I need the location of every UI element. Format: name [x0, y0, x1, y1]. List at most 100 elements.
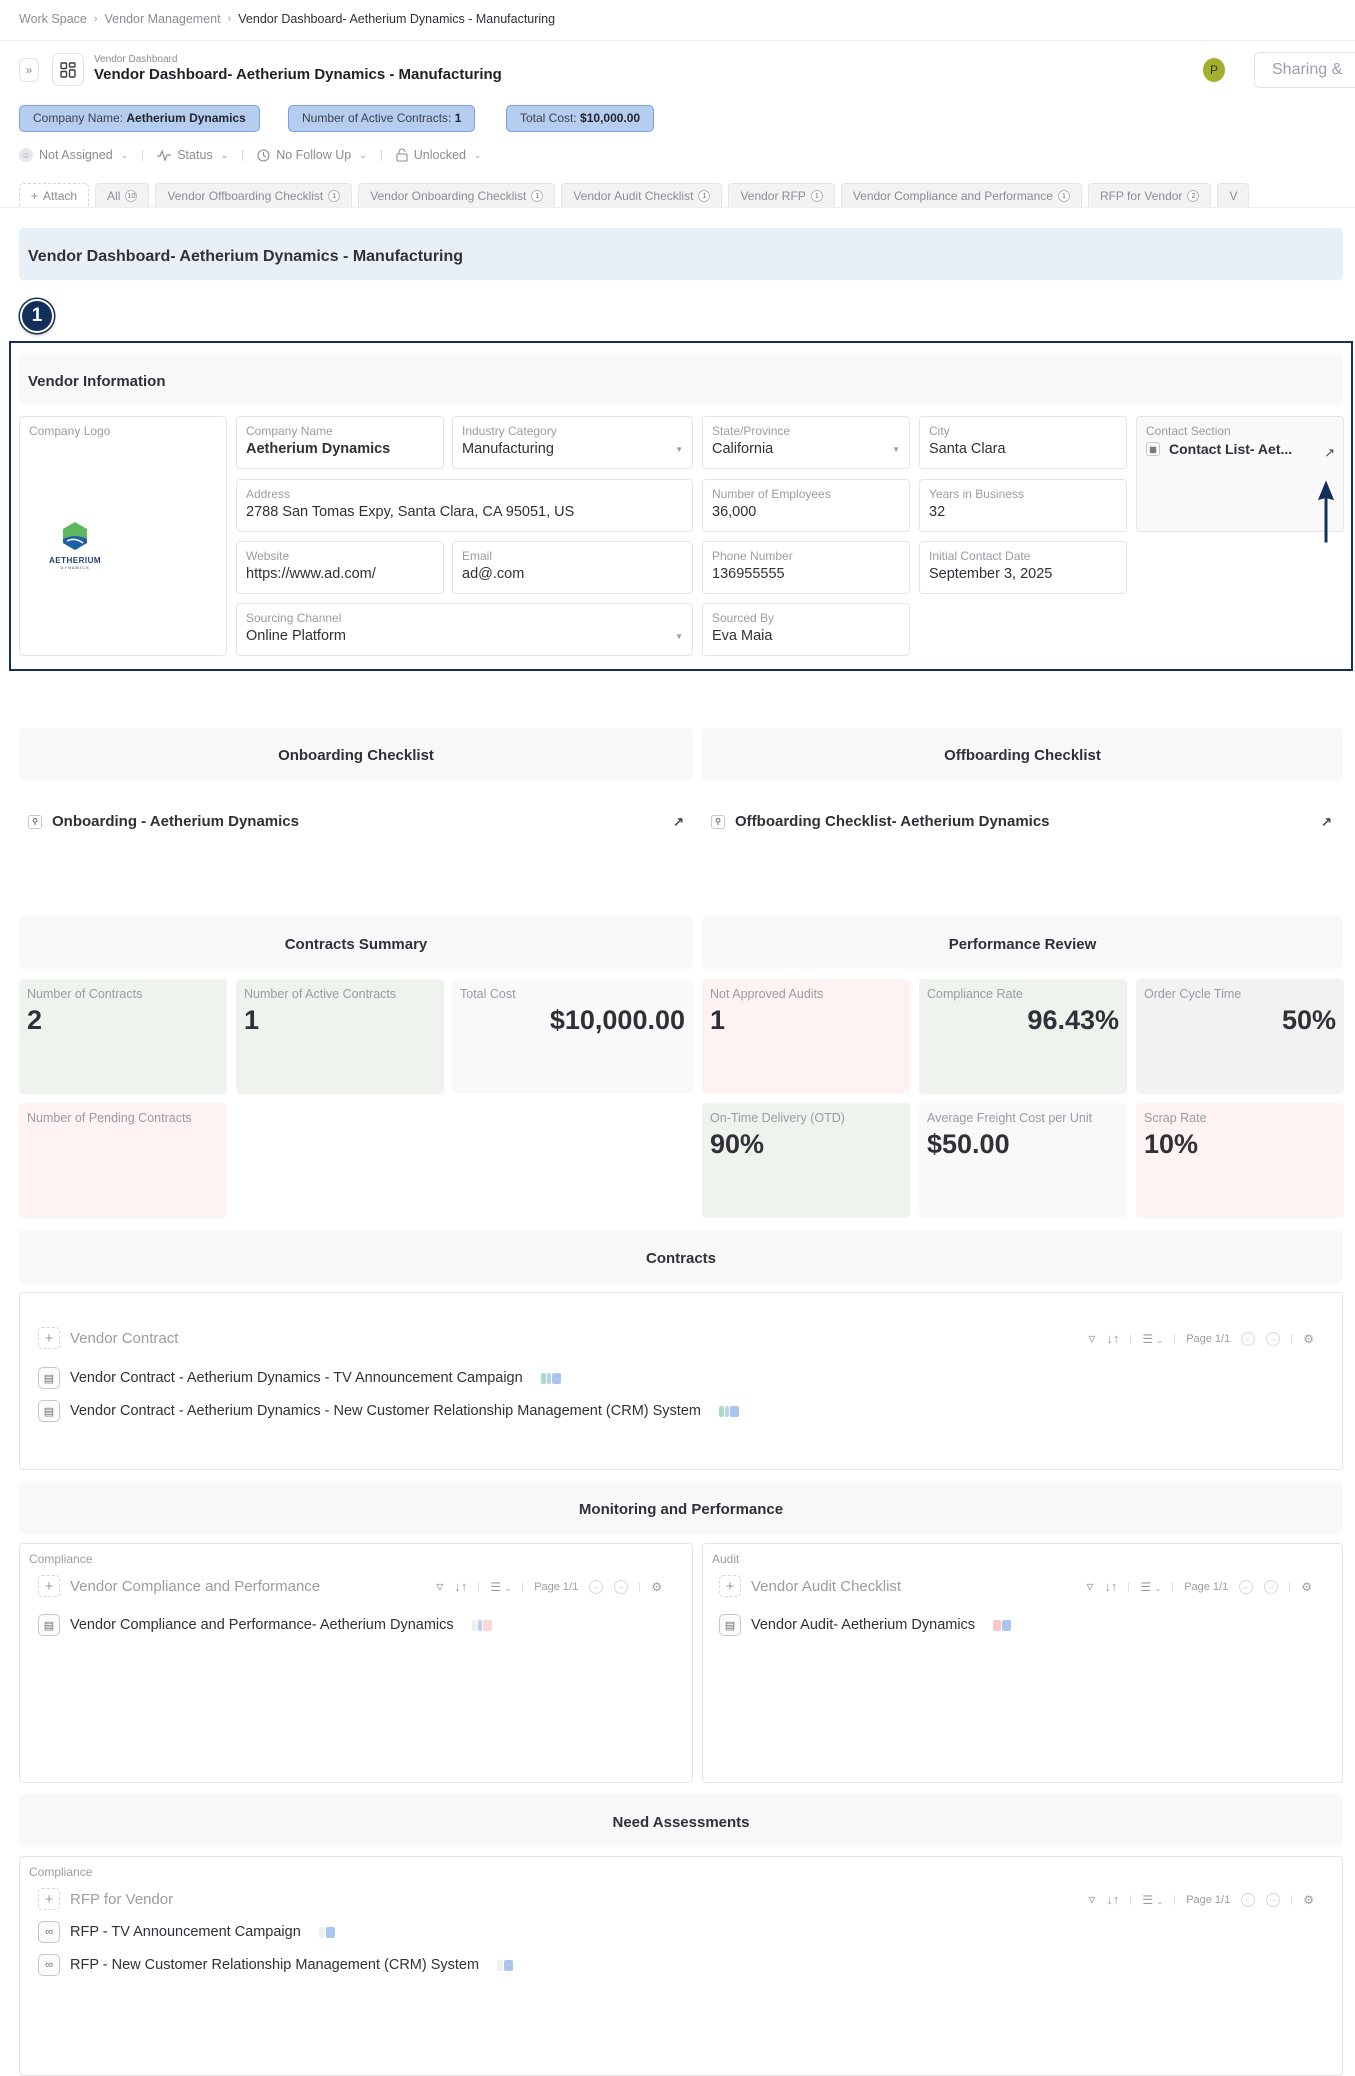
lock-dropdown[interactable]: Unlocked ⌄ [396, 148, 481, 162]
filter-icon[interactable]: ▿ [1086, 1578, 1094, 1594]
next-page-icon[interactable]: → [1264, 1579, 1279, 1594]
employees-field[interactable]: Number of Employees 36,000 [702, 479, 910, 532]
tab-overflow[interactable]: V [1217, 183, 1250, 207]
kpi-label: Not Approved Audits [710, 987, 824, 1001]
field-value: Manufacturing [462, 441, 554, 457]
list-item[interactable]: ▤ Vendor Audit- Aetherium Dynamics [719, 1614, 1012, 1636]
next-page-icon[interactable]: → [1266, 1892, 1281, 1907]
divider [242, 149, 244, 161]
avatar[interactable]: P [1203, 58, 1225, 82]
email-field[interactable]: Email ad@.com [452, 541, 693, 594]
sort-icon[interactable]: ↓↑ [1104, 1579, 1118, 1594]
settings-sliders-icon[interactable]: ⚙ [1303, 1892, 1314, 1907]
settings-sliders-icon[interactable]: ⚙ [1301, 1579, 1312, 1594]
sort-icon[interactable]: ↓↑ [1106, 1892, 1120, 1907]
tab-vendor-onboarding-checklist[interactable]: Vendor Onboarding Checklist 1 [358, 183, 556, 207]
follow-up-dropdown[interactable]: No Follow Up ⌄ [257, 148, 367, 162]
status-label: Status [177, 148, 213, 162]
kpi-on-time-delivery: On-Time Delivery (OTD) 90% [702, 1103, 910, 1218]
breadcrumb-vendor-management[interactable]: Vendor Management [104, 12, 221, 26]
sharing-button[interactable]: Sharing & [1254, 52, 1355, 88]
checklist-icon: ⚲ [711, 814, 725, 829]
view-options-icon[interactable]: ☰ ⌄ [1142, 1892, 1164, 1907]
field-label: City [929, 424, 950, 438]
count-badge: 2 [1187, 189, 1200, 202]
company-name-chip[interactable]: Company Name: Aetherium Dynamics [19, 105, 260, 132]
list-item[interactable]: ∞ RFP - New Customer Relationship Managem… [38, 1954, 514, 1976]
kpi-label: Total Cost [460, 987, 516, 1001]
initial-contact-date-field[interactable]: Initial Contact Date September 3, 2025 [919, 541, 1127, 594]
next-page-icon[interactable]: → [1266, 1331, 1281, 1346]
tab-vendor-audit-checklist[interactable]: Vendor Audit Checklist 1 [561, 183, 723, 207]
tab-vendor-rfp[interactable]: Vendor RFP 1 [728, 183, 835, 207]
view-options-icon[interactable]: ☰ ⌄ [1142, 1331, 1164, 1346]
view-options-icon[interactable]: ☰ ⌄ [1140, 1579, 1162, 1594]
activity-icon [157, 149, 172, 161]
add-compliance-button[interactable]: + Vendor Compliance and Performance [38, 1575, 320, 1597]
breadcrumb-workspace[interactable]: Work Space [19, 12, 87, 26]
open-external-icon[interactable]: ↗ [1324, 445, 1335, 460]
sourcing-channel-select[interactable]: Sourcing Channel Online Platform ▼ [236, 603, 693, 656]
contact-list-link[interactable]: ▦ Contact List- Aet... [1146, 441, 1334, 457]
expand-sidebar-button[interactable]: » [19, 58, 39, 82]
kpi-label: Number of Contracts [27, 987, 143, 1001]
filter-icon[interactable]: ▿ [1088, 1330, 1096, 1346]
prev-page-icon[interactable]: ← [1241, 1331, 1256, 1346]
count-badge: 1 [531, 189, 544, 202]
onboarding-link[interactable]: ⚲ Onboarding - Aetherium Dynamics ↗ [28, 813, 688, 830]
kpi-value: $10,000.00 [549, 1005, 685, 1035]
tab-vendor-offboarding-checklist[interactable]: Vendor Offboarding Checklist 1 [155, 183, 353, 207]
contracts-heading: Contracts [19, 1230, 1343, 1283]
list-toolbar: ▿ ↓↑ ☰ ⌄ Page 1/1 ← → ⚙ [436, 1578, 662, 1595]
address-field[interactable]: Address 2788 San Tomas Expy, Santa Clara,… [236, 479, 693, 532]
offboarding-label: Offboarding Checklist- Aetherium Dynamic… [735, 813, 1050, 830]
website-field[interactable]: Website https://www.ad.com/ [236, 541, 444, 594]
company-name-field[interactable]: Company Name Aetherium Dynamics [236, 416, 444, 469]
annotation-arrow-icon [1316, 477, 1336, 544]
prev-page-icon[interactable]: ← [589, 1579, 604, 1594]
field-label: State/Province [712, 424, 791, 438]
add-vendor-contract-button[interactable]: + Vendor Contract [38, 1327, 178, 1349]
years-in-business-field[interactable]: Years in Business 32 [919, 479, 1127, 532]
plus-icon: + [31, 188, 39, 203]
total-cost-chip[interactable]: Total Cost: $10,000.00 [506, 105, 655, 132]
settings-sliders-icon[interactable]: ⚙ [651, 1579, 662, 1594]
filter-icon[interactable]: ▿ [1088, 1891, 1096, 1907]
list-item[interactable]: ▤ Vendor Contract - Aetherium Dynamics - … [38, 1367, 561, 1389]
sourced-by-field[interactable]: Sourced By Eva Maia [702, 603, 910, 656]
add-label: Vendor Audit Checklist [751, 1577, 902, 1595]
phone-number-field[interactable]: Phone Number 136955555 [702, 541, 910, 594]
company-logo: AETHERIUM DYNAMICS [45, 521, 105, 570]
tab-vendor-compliance-performance[interactable]: Vendor Compliance and Performance 1 [840, 183, 1082, 207]
sort-icon[interactable]: ↓↑ [454, 1579, 468, 1594]
add-rfp-button[interactable]: + RFP for Vendor [38, 1888, 173, 1910]
attach-button[interactable]: + Attach [19, 183, 90, 207]
list-item[interactable]: ∞ RFP - TV Announcement Campaign [38, 1921, 335, 1943]
settings-sliders-icon[interactable]: ⚙ [1303, 1331, 1314, 1346]
list-item[interactable]: ▤ Vendor Compliance and Performance- Aeth… [38, 1614, 492, 1636]
add-audit-button[interactable]: + Vendor Audit Checklist [719, 1575, 901, 1597]
assignee-label: Not Assigned [39, 148, 113, 162]
prev-page-icon[interactable]: ← [1241, 1892, 1256, 1907]
open-external-icon[interactable]: ↗ [1321, 814, 1332, 829]
filter-icon[interactable]: ▿ [436, 1578, 444, 1594]
dashboard-icon-button[interactable] [52, 53, 84, 86]
need-assessments-panel: Compliance + RFP for Vendor ▿ ↓↑ ☰ ⌄ Page… [19, 1856, 1343, 2076]
status-dropdown[interactable]: Status ⌄ [157, 148, 228, 162]
view-options-icon[interactable]: ☰ ⌄ [490, 1579, 512, 1594]
next-page-icon[interactable]: → [614, 1579, 629, 1594]
prev-page-icon[interactable]: ← [1239, 1579, 1254, 1594]
city-field[interactable]: City Santa Clara [919, 416, 1127, 469]
sort-icon[interactable]: ↓↑ [1106, 1331, 1120, 1346]
tab-all[interactable]: All 10 [95, 183, 150, 207]
industry-category-select[interactable]: Industry Category Manufacturing ▼ [452, 416, 693, 469]
kpi-active-contracts: Number of Active Contracts 1 [236, 979, 444, 1094]
open-external-icon[interactable]: ↗ [673, 814, 684, 829]
tab-rfp-for-vendor[interactable]: RFP for Vendor 2 [1087, 183, 1212, 207]
offboarding-link[interactable]: ⚲ Offboarding Checklist- Aetherium Dynami… [711, 813, 1336, 830]
state-province-select[interactable]: State/Province California ▼ [702, 416, 910, 469]
assignee-dropdown[interactable]: ☺ Not Assigned ⌄ [19, 148, 128, 162]
active-contracts-chip[interactable]: Number of Active Contracts: 1 [288, 105, 476, 132]
field-label: Number of Employees [712, 487, 831, 501]
list-item[interactable]: ▤ Vendor Contract - Aetherium Dynamics - … [38, 1400, 739, 1422]
